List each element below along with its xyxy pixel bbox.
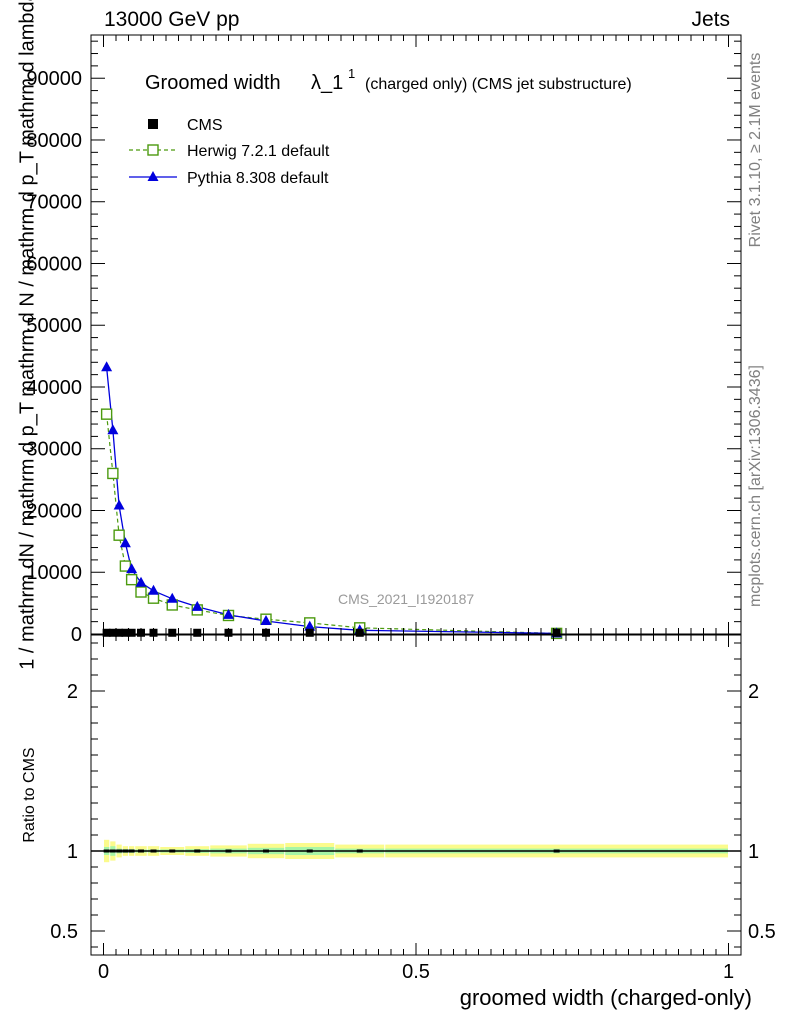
y-tick-label-4: 40000 — [26, 377, 82, 399]
pythia-point-0 — [101, 361, 113, 372]
pythia-point-8 — [191, 600, 203, 611]
cms-point-4 — [127, 628, 136, 637]
y-tick-label-8: 80000 — [26, 130, 82, 152]
legend: CMS Herwig 7.2.1 default Pythia 8.308 defa… — [129, 117, 330, 187]
pythia-point-11 — [304, 620, 316, 631]
y-tick-label-0: 0 — [71, 624, 82, 646]
legend-marker-cms — [148, 119, 158, 129]
plot-title-superscript: 1 — [348, 66, 355, 81]
axes-layer: 0 0.5 1 0 10000 20000 30000 40000 50000 60000 7000… — [26, 34, 776, 983]
header-category-label: Jets — [691, 8, 730, 31]
ratio-tick-label-left-1: 1 — [67, 841, 78, 863]
cms-point-3 — [121, 628, 130, 637]
cms-point-1 — [108, 628, 117, 637]
ratio-tick-label-right-2: 2 — [748, 681, 759, 703]
analysis-id-watermark: CMS_2021_I1920187 — [338, 591, 474, 607]
plot-title-suffix: (charged only) (CMS jet substructure) — [365, 76, 632, 93]
herwig-point-0 — [100, 408, 113, 420]
pythia-point-1 — [107, 424, 119, 435]
legend-marker-pythia — [147, 171, 159, 181]
x-tick-label-0: 0 — [98, 961, 109, 983]
herwig-point-4 — [125, 573, 138, 586]
pythia-line — [105, 367, 557, 635]
pythia-point-3 — [119, 537, 131, 548]
y-tick-label-6: 60000 — [26, 253, 82, 275]
herwig-point-2 — [113, 529, 125, 541]
pythia-point-9 — [223, 608, 234, 619]
ratio-tick-label-left-0: 0.5 — [50, 921, 78, 943]
pythia-point-10 — [260, 615, 272, 626]
plot-title: Groomed width λ_1 1 (charged only) (CMS … — [145, 66, 632, 94]
herwig-point-1 — [107, 467, 119, 480]
y-tick-label-2: 20000 — [26, 500, 82, 522]
cms-point-2 — [115, 628, 124, 637]
ratio-plot-frame — [90, 634, 742, 956]
legend-label-herwig: Herwig 7.2.1 default — [187, 143, 330, 160]
pythia-point-6 — [148, 584, 159, 595]
pythia-point-2 — [113, 499, 125, 510]
cms-point-11 — [305, 628, 314, 637]
legend-label-cms: CMS — [187, 117, 223, 134]
herwig-point-5 — [135, 586, 147, 598]
x-axis-label: groomed width (charged-only) — [459, 985, 752, 1010]
cms-point-0 — [102, 628, 111, 637]
y-tick-label-9: 90000 — [26, 68, 82, 90]
plot-title-symbol: λ_1 — [311, 72, 343, 94]
y-tick-label-3: 30000 — [26, 439, 82, 461]
legend-label-pythia: Pythia 8.308 default — [187, 170, 329, 187]
y-tick-label-5: 50000 — [26, 315, 82, 337]
y-tick-label-7: 70000 — [26, 192, 82, 214]
pythia-point-7 — [166, 592, 178, 603]
plot-title-text: Groomed width — [145, 72, 281, 94]
cms-point-12 — [355, 628, 364, 637]
cms-point-8 — [193, 628, 202, 637]
cms-point-7 — [168, 628, 177, 637]
x-tick-label-1: 0.5 — [402, 961, 430, 983]
ratio-tick-label-right-1: 1 — [748, 841, 759, 863]
series-layer — [91, 361, 741, 853]
pythia-point-5 — [135, 576, 147, 587]
cms-point-13 — [552, 628, 561, 637]
header-process-label: 13000 GeV pp — [104, 8, 240, 31]
legend-marker-herwig — [147, 144, 159, 156]
ratio-tick-label-right-0: 0.5 — [748, 921, 776, 943]
y-tick-label-1: 10000 — [26, 562, 82, 584]
ratio-tick-label-left-2: 2 — [67, 681, 78, 703]
x-tick-label-2: 1 — [723, 961, 734, 983]
pythia-point-4 — [126, 563, 138, 574]
